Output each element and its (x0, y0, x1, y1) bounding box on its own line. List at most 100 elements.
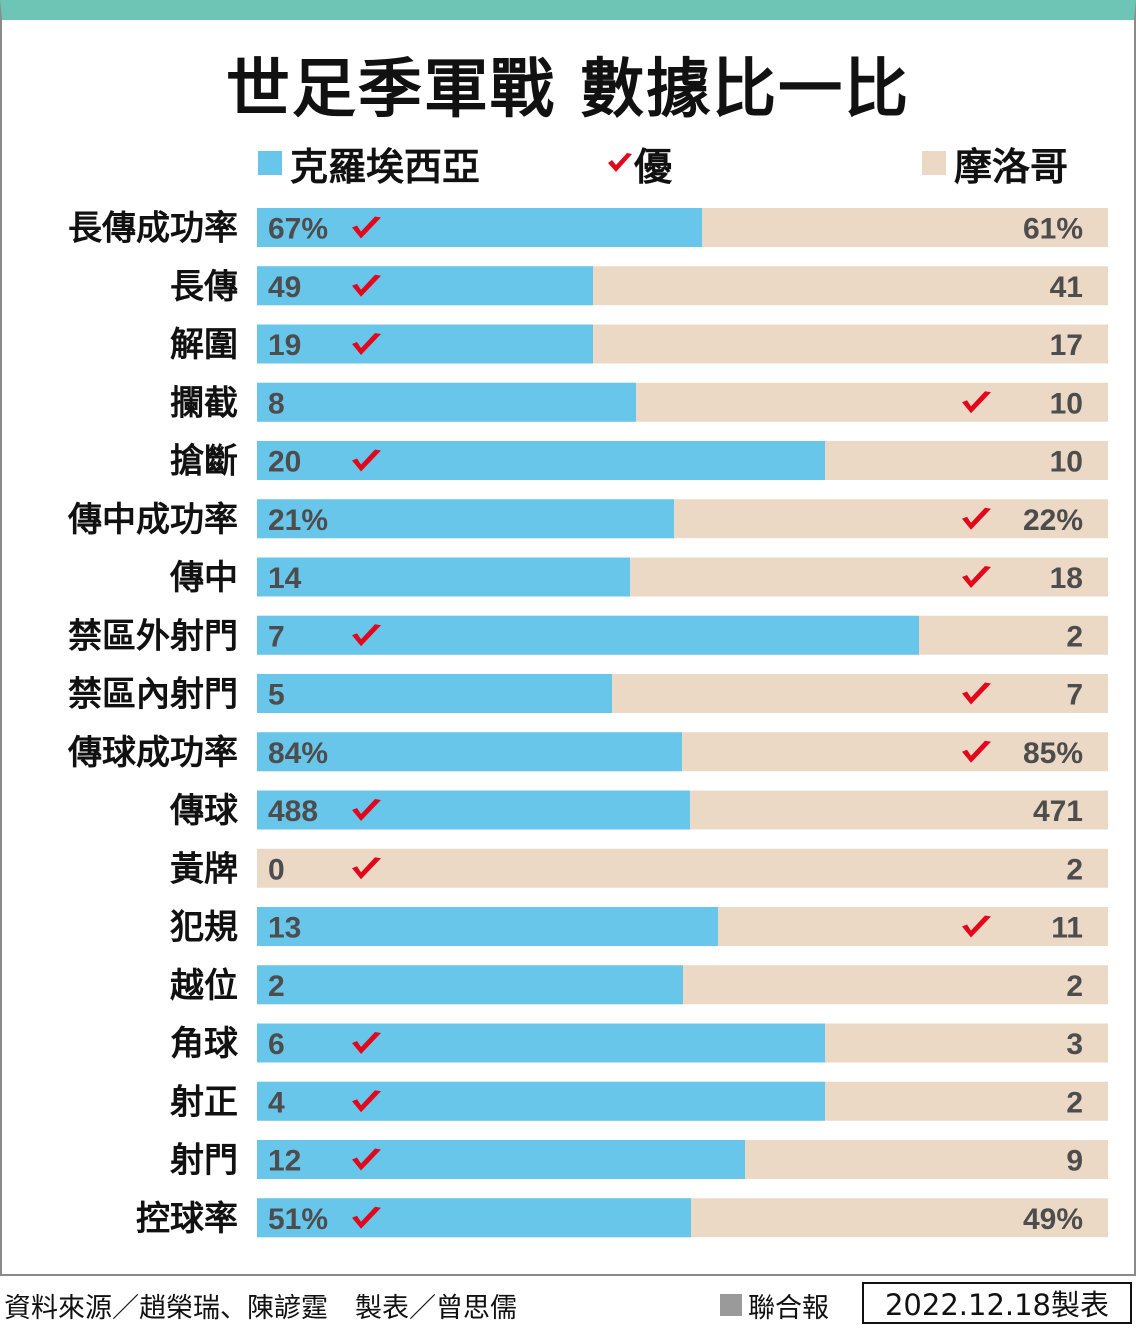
publisher: 聯合報 (720, 1284, 829, 1326)
check-mark-icon (962, 507, 991, 530)
value-croatia: 8 (268, 387, 285, 420)
check-mark-icon (352, 333, 381, 355)
value-morocco: 11 (1051, 912, 1083, 945)
bar-croatia (257, 382, 636, 422)
check-mark-icon (962, 915, 991, 938)
row-label: 角球 (170, 1024, 239, 1064)
value-croatia: 51% (268, 1203, 328, 1236)
legend-croatia: 克羅埃西亞 (258, 140, 480, 189)
value-morocco: 10 (1050, 446, 1083, 479)
check-mark-icon (352, 1206, 381, 1229)
check-mark-icon (352, 857, 381, 880)
value-croatia: 19 (268, 329, 301, 362)
bar-croatia (257, 1140, 745, 1179)
value-morocco: 18 (1050, 562, 1083, 595)
bar-croatia (257, 674, 612, 713)
value-croatia: 6 (268, 1028, 285, 1061)
value-morocco: 2 (1066, 853, 1083, 886)
row-label: 射門 (170, 1141, 238, 1181)
value-croatia: 21% (268, 504, 328, 537)
check-mark-icon (352, 1148, 381, 1171)
bar-croatia (257, 266, 593, 306)
value-croatia: 20 (268, 446, 301, 479)
bar-croatia (257, 499, 674, 539)
row-label: 禁區內射門 (68, 675, 238, 715)
row-label: 傳球 (169, 791, 239, 831)
legend-label-morocco: 摩洛哥 (954, 144, 1069, 189)
legend-morocco: 摩洛哥 (922, 140, 1068, 189)
check-mark-icon (352, 1090, 381, 1113)
value-morocco: 61% (1023, 213, 1083, 246)
bar-croatia (257, 965, 683, 1005)
row-label: 傳中 (169, 558, 238, 598)
value-morocco: 9 (1066, 1145, 1083, 1178)
publisher-name: 聯合報 (748, 1292, 829, 1324)
row-label: 搶斷 (170, 442, 238, 482)
row-label: 越位 (170, 966, 238, 1006)
check-mark-icon (962, 682, 991, 705)
value-croatia: 488 (268, 795, 318, 828)
row-label: 控球率 (136, 1199, 238, 1239)
value-croatia: 2 (268, 970, 285, 1003)
value-morocco: 41 (1050, 271, 1083, 304)
value-morocco: 7 (1066, 679, 1083, 712)
row-label: 解圍 (170, 325, 238, 365)
bar-croatia (257, 907, 718, 946)
chart-title: 世足季軍戰 數據比一比 (225, 53, 911, 127)
value-morocco: 2 (1066, 620, 1083, 653)
value-morocco: 2 (1066, 970, 1083, 1003)
legend-label-croatia: 克羅埃西亞 (290, 144, 481, 189)
check-mark-icon (608, 153, 632, 172)
bar-morocco (257, 848, 1108, 888)
value-morocco: 17 (1050, 329, 1083, 362)
value-croatia: 7 (268, 620, 285, 653)
bar-croatia (257, 732, 682, 772)
check-mark-icon (352, 1032, 381, 1054)
check-mark-icon (352, 216, 381, 239)
value-morocco: 85% (1023, 737, 1083, 770)
check-mark-icon (352, 799, 381, 821)
check-mark-icon (352, 624, 381, 647)
value-morocco: 3 (1066, 1028, 1083, 1061)
legend-swatch-morocco (922, 151, 946, 175)
bar-croatia (257, 1081, 825, 1121)
legend-swatch-croatia (258, 151, 282, 175)
check-mark-icon (352, 274, 381, 297)
value-croatia: 0 (268, 853, 285, 886)
value-croatia: 84% (268, 737, 328, 770)
row-label: 攔截 (170, 383, 238, 423)
row-label: 傳球成功率 (67, 733, 238, 773)
bar-croatia (257, 441, 825, 480)
legend-label-better: 優 (634, 144, 673, 189)
value-croatia: 5 (268, 679, 285, 712)
source-credit: 資料來源／趙榮瑞、陳諺霆 製表／曾思儒 (4, 1292, 517, 1324)
value-croatia: 13 (268, 912, 301, 945)
legend-better: 優 (606, 140, 672, 189)
row-label: 禁區外射門 (68, 616, 238, 656)
value-croatia: 67% (268, 213, 328, 246)
check-mark-icon (962, 566, 991, 588)
bar-croatia (257, 1023, 825, 1063)
bar-croatia (257, 790, 690, 830)
row-label: 長傳 (170, 267, 238, 307)
publisher-square-icon (720, 1294, 742, 1316)
value-morocco: 22% (1023, 504, 1083, 537)
bar-croatia (257, 1198, 691, 1238)
date-stamp: 2022.12.18製表 (862, 1282, 1132, 1324)
row-label: 長傳成功率 (68, 209, 238, 249)
row-label: 射正 (170, 1082, 238, 1122)
value-croatia: 4 (268, 1086, 285, 1119)
bar-croatia (257, 324, 593, 364)
check-mark-icon (962, 740, 991, 763)
row-label: 傳中成功率 (67, 500, 238, 540)
value-morocco: 471 (1033, 795, 1083, 828)
check-mark-icon (352, 449, 381, 472)
value-morocco: 10 (1050, 387, 1083, 420)
value-morocco: 2 (1066, 1086, 1083, 1119)
row-label: 犯規 (170, 908, 238, 948)
bar-croatia (257, 557, 630, 597)
check-mark-icon (962, 391, 991, 414)
value-croatia: 12 (268, 1145, 301, 1178)
value-croatia: 14 (268, 562, 302, 595)
